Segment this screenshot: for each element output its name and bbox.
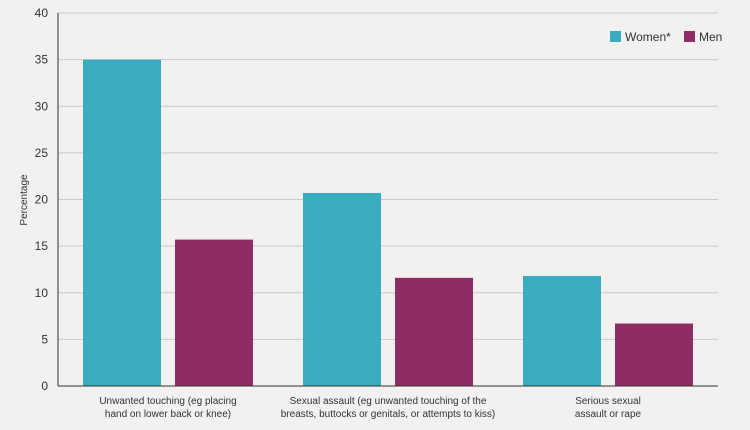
bar-women-2: [523, 275, 601, 386]
gridlines: [58, 12, 718, 340]
bars: [83, 59, 693, 386]
x-category-label-1-line-0: Sexual assault (eg unwanted touching of …: [290, 396, 487, 407]
x-category-label-2-line-0: Serious sexual: [575, 396, 641, 407]
x-category-label-2-line-1: assault or rape: [575, 409, 642, 420]
y-tick-label-30: 30: [35, 99, 49, 113]
y-tick-label-20: 20: [35, 193, 49, 207]
x-category-label-0-line-1: hand on lower back or knee): [105, 409, 231, 420]
bar-men-2: [615, 323, 693, 386]
legend-swatch-men: [684, 31, 695, 42]
bar-women-1: [303, 192, 381, 386]
y-tick-label-15: 15: [35, 239, 49, 253]
legend-label-men: Men: [699, 30, 722, 44]
bar-men-0: [175, 239, 253, 386]
legend: Women* Men: [610, 30, 722, 44]
bar-women-0: [83, 59, 161, 386]
y-tick-label-40: 40: [35, 6, 49, 20]
x-category-label-1-line-1: breasts, buttocks or genitals, or attemp…: [281, 409, 496, 420]
x-category-label-0-line-0: Unwanted touching (eg placing: [99, 396, 236, 407]
bar-men-1: [395, 277, 473, 386]
y-axis-ticks: 0 5 10 15 20 25 30 35 40: [35, 6, 49, 393]
y-tick-label-25: 25: [35, 146, 49, 160]
y-tick-label-35: 35: [35, 53, 49, 67]
legend-label-women: Women*: [625, 30, 671, 44]
y-tick-label-0: 0: [41, 379, 48, 393]
y-tick-label-10: 10: [35, 286, 49, 300]
x-axis-category-labels: Unwanted touching (eg placing hand on low…: [99, 396, 641, 420]
y-axis-title: Percentage: [19, 174, 30, 226]
y-tick-label-5: 5: [41, 332, 48, 346]
legend-swatch-women: [610, 31, 621, 42]
